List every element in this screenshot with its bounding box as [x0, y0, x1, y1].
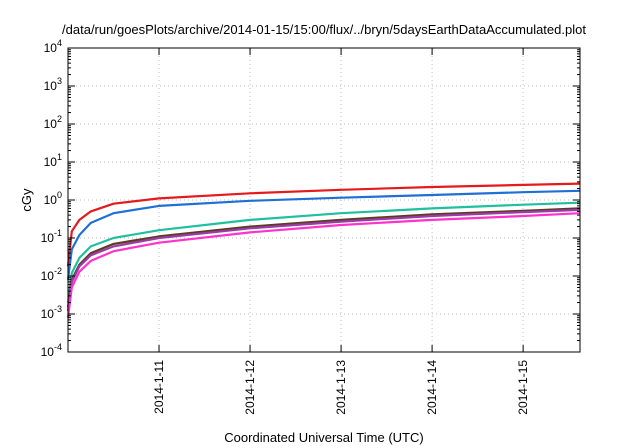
x-tick-label: 2014-1-13 — [334, 360, 348, 415]
y-tick-label: 101 — [44, 152, 62, 169]
series-line — [66, 182, 581, 267]
y-tick-label: 102 — [44, 114, 62, 131]
series-layer — [66, 182, 581, 318]
series-line — [66, 201, 581, 303]
y-tick-label: 104 — [44, 38, 62, 55]
x-tick-label: 2014-1-14 — [425, 360, 439, 415]
series-line — [66, 208, 581, 312]
y-tick-label: 100 — [44, 190, 62, 207]
x-tick-labels: 2014-1-11 2014-1-12 2014-1-13 2014-1-14 2014… — [152, 360, 530, 415]
y-tick-label: 10-1 — [41, 228, 62, 245]
x-axis-label: Coordinated Universal Time (UTC) — [224, 430, 423, 445]
y-tick-label: 10-2 — [41, 266, 62, 283]
series-line — [66, 189, 581, 280]
series-line — [66, 212, 581, 318]
ticks — [68, 47, 580, 353]
x-tick-label: 2014-1-12 — [243, 360, 257, 415]
grid — [68, 48, 580, 352]
chart-title: /data/run/goesPlots/archive/2014-01-15/1… — [62, 22, 586, 37]
x-tick-label: 2014-1-11 — [152, 360, 166, 414]
y-tick-label: 10-4 — [41, 342, 62, 359]
y-tick-labels: 10-4 10-3 10-2 10-1 100 101 102 103 104 — [41, 38, 62, 359]
y-axis-label: cGy — [19, 188, 34, 212]
x-tick-label: 2014-1-15 — [516, 360, 530, 415]
y-tick-label: 10-3 — [41, 304, 62, 321]
y-tick-label: 103 — [44, 76, 62, 93]
